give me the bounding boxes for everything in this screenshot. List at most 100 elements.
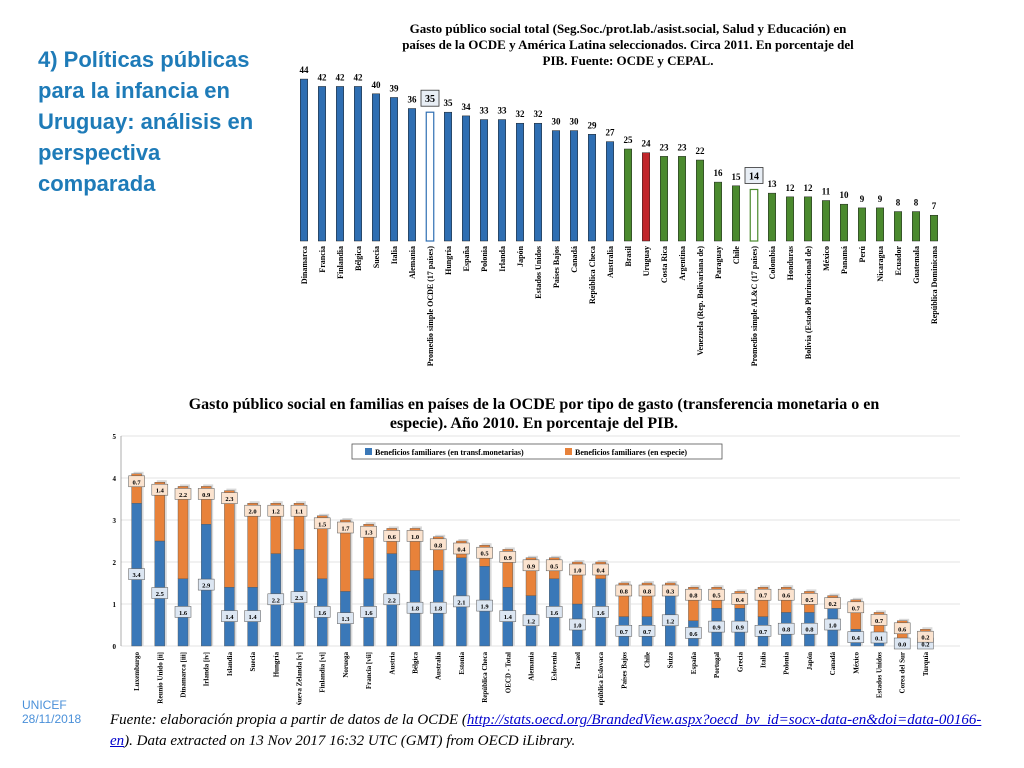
chart2-in-kind-value-label: 1.7 xyxy=(341,526,350,533)
chart2-monetary-value-box xyxy=(244,610,261,622)
chart1-value-label: 35 xyxy=(425,94,435,105)
chart2-in-kind-value-box xyxy=(545,559,563,572)
chart1-bar xyxy=(624,148,632,242)
chart2-monetary-value-label: 0.0 xyxy=(898,642,906,649)
chart2-in-kind-value-label: 0.5 xyxy=(713,593,722,600)
chart1-category-label: Promedio simple OCDE (17 países) xyxy=(426,246,435,367)
chart1-bar xyxy=(840,203,848,242)
chart1-value-label: 8 xyxy=(896,198,901,208)
chart1-bar xyxy=(930,214,938,242)
chart1-value-label: 32 xyxy=(516,109,526,119)
chart2-in-kind-value-box xyxy=(801,593,818,605)
chart2-in-kind-value-box xyxy=(197,488,215,500)
chart1-category-label: Hungría xyxy=(444,246,453,275)
chart2-category-label: Reunio Unido [ii] xyxy=(156,652,164,704)
chart1-category-label: Uruguay xyxy=(642,246,651,276)
legend-swatch-monetary xyxy=(365,448,372,455)
chart2-monetary-value-label: 1.8 xyxy=(434,606,443,613)
chart1-value-label: 23 xyxy=(660,142,670,152)
chart2-monetary-value-box xyxy=(406,601,424,614)
chart2-in-kind-value-box xyxy=(360,525,377,538)
chart2-monetary-value-label: 1.2 xyxy=(527,618,535,625)
chart1-value-label: 27 xyxy=(606,128,616,138)
chart2-monetary-value-box xyxy=(893,637,911,650)
chart1-bar xyxy=(588,134,596,242)
chart2-in-kind-value-box xyxy=(661,584,679,597)
chart2-in-kind-value-label: 0.6 xyxy=(388,534,397,541)
chart2-bar-in-kind xyxy=(433,536,444,571)
chart1-bar xyxy=(552,130,560,242)
chart2-in-kind-value-label: 0.4 xyxy=(597,568,606,575)
chart1-category-label: Bolivia (Estado Plurinacional de) xyxy=(804,246,813,359)
chart2-in-kind-value-box xyxy=(731,593,749,605)
chart2-in-kind-value-label: 0.7 xyxy=(133,479,142,486)
source-link[interactable]: http://stats.oecd.org/BrandedView.aspx?o… xyxy=(110,712,982,749)
chart2-monetary-value-label: 1.0 xyxy=(829,623,837,630)
chart2-monetary-value-box xyxy=(174,606,192,618)
chart2-category-label: Islandia xyxy=(226,652,234,677)
legend-label-monetary: Beneficios familiares (en transf.monetar… xyxy=(375,448,524,457)
chart2-bar-in-kind xyxy=(502,549,513,588)
chart2-monetary-value-box xyxy=(267,593,285,606)
chart2-bar-in-kind xyxy=(200,486,212,525)
chart2-category-label: Italia xyxy=(760,652,768,668)
chart1-title-line-2: países de la OCDE y América Latina selec… xyxy=(402,37,854,52)
chart1-bar xyxy=(804,196,812,242)
chart1-bar xyxy=(462,115,470,242)
chart1-bar xyxy=(318,86,326,242)
chart2-in-kind-value-box xyxy=(267,504,285,517)
chart1-value-label: 23 xyxy=(678,142,688,152)
total-social-spending-chart: Gasto público social total (Seg.Soc./pro… xyxy=(300,21,940,366)
chart1-value-label: 11 xyxy=(822,187,831,197)
chart1-bar xyxy=(714,181,722,242)
chart1-bar xyxy=(408,108,416,242)
chart1-category-label: Nicaragua xyxy=(876,246,885,282)
chart2-monetary-value-box xyxy=(824,618,841,631)
chart1-bar xyxy=(534,122,542,242)
chart2-monetary-value-label: 2.9 xyxy=(202,583,211,590)
chart2-category-label: Canadá xyxy=(829,652,837,676)
chart1-category-label: Costa Rica xyxy=(660,246,669,283)
chart2-bar-in-kind xyxy=(131,473,142,504)
chart2-monetary-value-box xyxy=(290,591,308,603)
chart2-bar-in-kind xyxy=(154,482,166,542)
chart2-in-kind-value-label: 0.8 xyxy=(434,542,443,549)
chart1-category-label: Finlandia xyxy=(336,246,345,279)
chart2-monetary-value-box xyxy=(847,631,865,643)
chart1-category-label: República Dominicana xyxy=(930,246,939,324)
chart2-monetary-value-label: 0.9 xyxy=(713,625,722,632)
chart2-in-kind-value-box xyxy=(870,614,888,626)
chart2-in-kind-value-label: 0.6 xyxy=(782,593,791,600)
chart1-bar xyxy=(660,156,668,242)
chart1-bar xyxy=(912,211,920,242)
chart2-category-label: República Eslovaca xyxy=(597,652,605,705)
legend-label-in-kind: Beneficios familiares (en especie) xyxy=(575,448,687,457)
chart1-category-label: Italia xyxy=(390,246,399,264)
source-suffix: ). Data extracted on 13 Nov 2017 16:32 U… xyxy=(124,733,576,749)
chart1-value-label: 14 xyxy=(749,171,759,182)
chart2-in-kind-value-box xyxy=(685,588,702,601)
chart2-category-label: Irlanda [iv] xyxy=(203,652,211,686)
chart1-value-label: 33 xyxy=(480,106,490,116)
chart2-in-kind-value-box xyxy=(847,601,865,614)
chart2-monetary-value-box xyxy=(221,610,238,622)
chart2-in-kind-value-label: 1.3 xyxy=(365,530,374,537)
chart1-value-label: 32 xyxy=(534,109,544,119)
chart1-bar xyxy=(444,111,452,242)
chart2-bar-in-kind xyxy=(525,557,537,596)
chart2-in-kind-value-label: 2.2 xyxy=(179,492,187,499)
chart2-legend: Beneficios familiares (en transf.monetar… xyxy=(351,443,723,460)
chart2-monetary-value-box xyxy=(777,622,795,635)
chart1-category-label: Australia xyxy=(606,246,615,278)
chart2-in-kind-value-label: 0.9 xyxy=(504,555,513,562)
chart1-value-label: 12 xyxy=(804,183,814,193)
chart2-monetary-value-box xyxy=(661,614,679,627)
chart2-in-kind-value-label: 0.7 xyxy=(759,593,768,600)
chart2-monetary-value-label: 0.9 xyxy=(736,625,745,632)
legend-swatch-in-kind xyxy=(565,448,572,455)
chart2-in-kind-value-box xyxy=(453,542,470,555)
chart1-category-label: Paraguay xyxy=(714,246,723,279)
chart2-in-kind-value-label: 0.6 xyxy=(898,626,907,633)
chart2-monetary-value-box xyxy=(383,593,401,606)
chart1-value-label: 7 xyxy=(932,201,937,211)
